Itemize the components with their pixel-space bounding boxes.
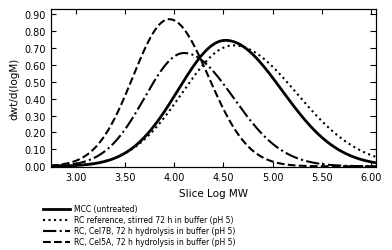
- Legend: MCC (untreated), RC reference, stirred 72 h in buffer (pH 5), RC, Cel7B, 72 h hy: MCC (untreated), RC reference, stirred 7…: [43, 205, 235, 246]
- X-axis label: Slice Log MW: Slice Log MW: [179, 188, 248, 198]
- Y-axis label: dwt/d(logM): dwt/d(logM): [9, 58, 19, 120]
